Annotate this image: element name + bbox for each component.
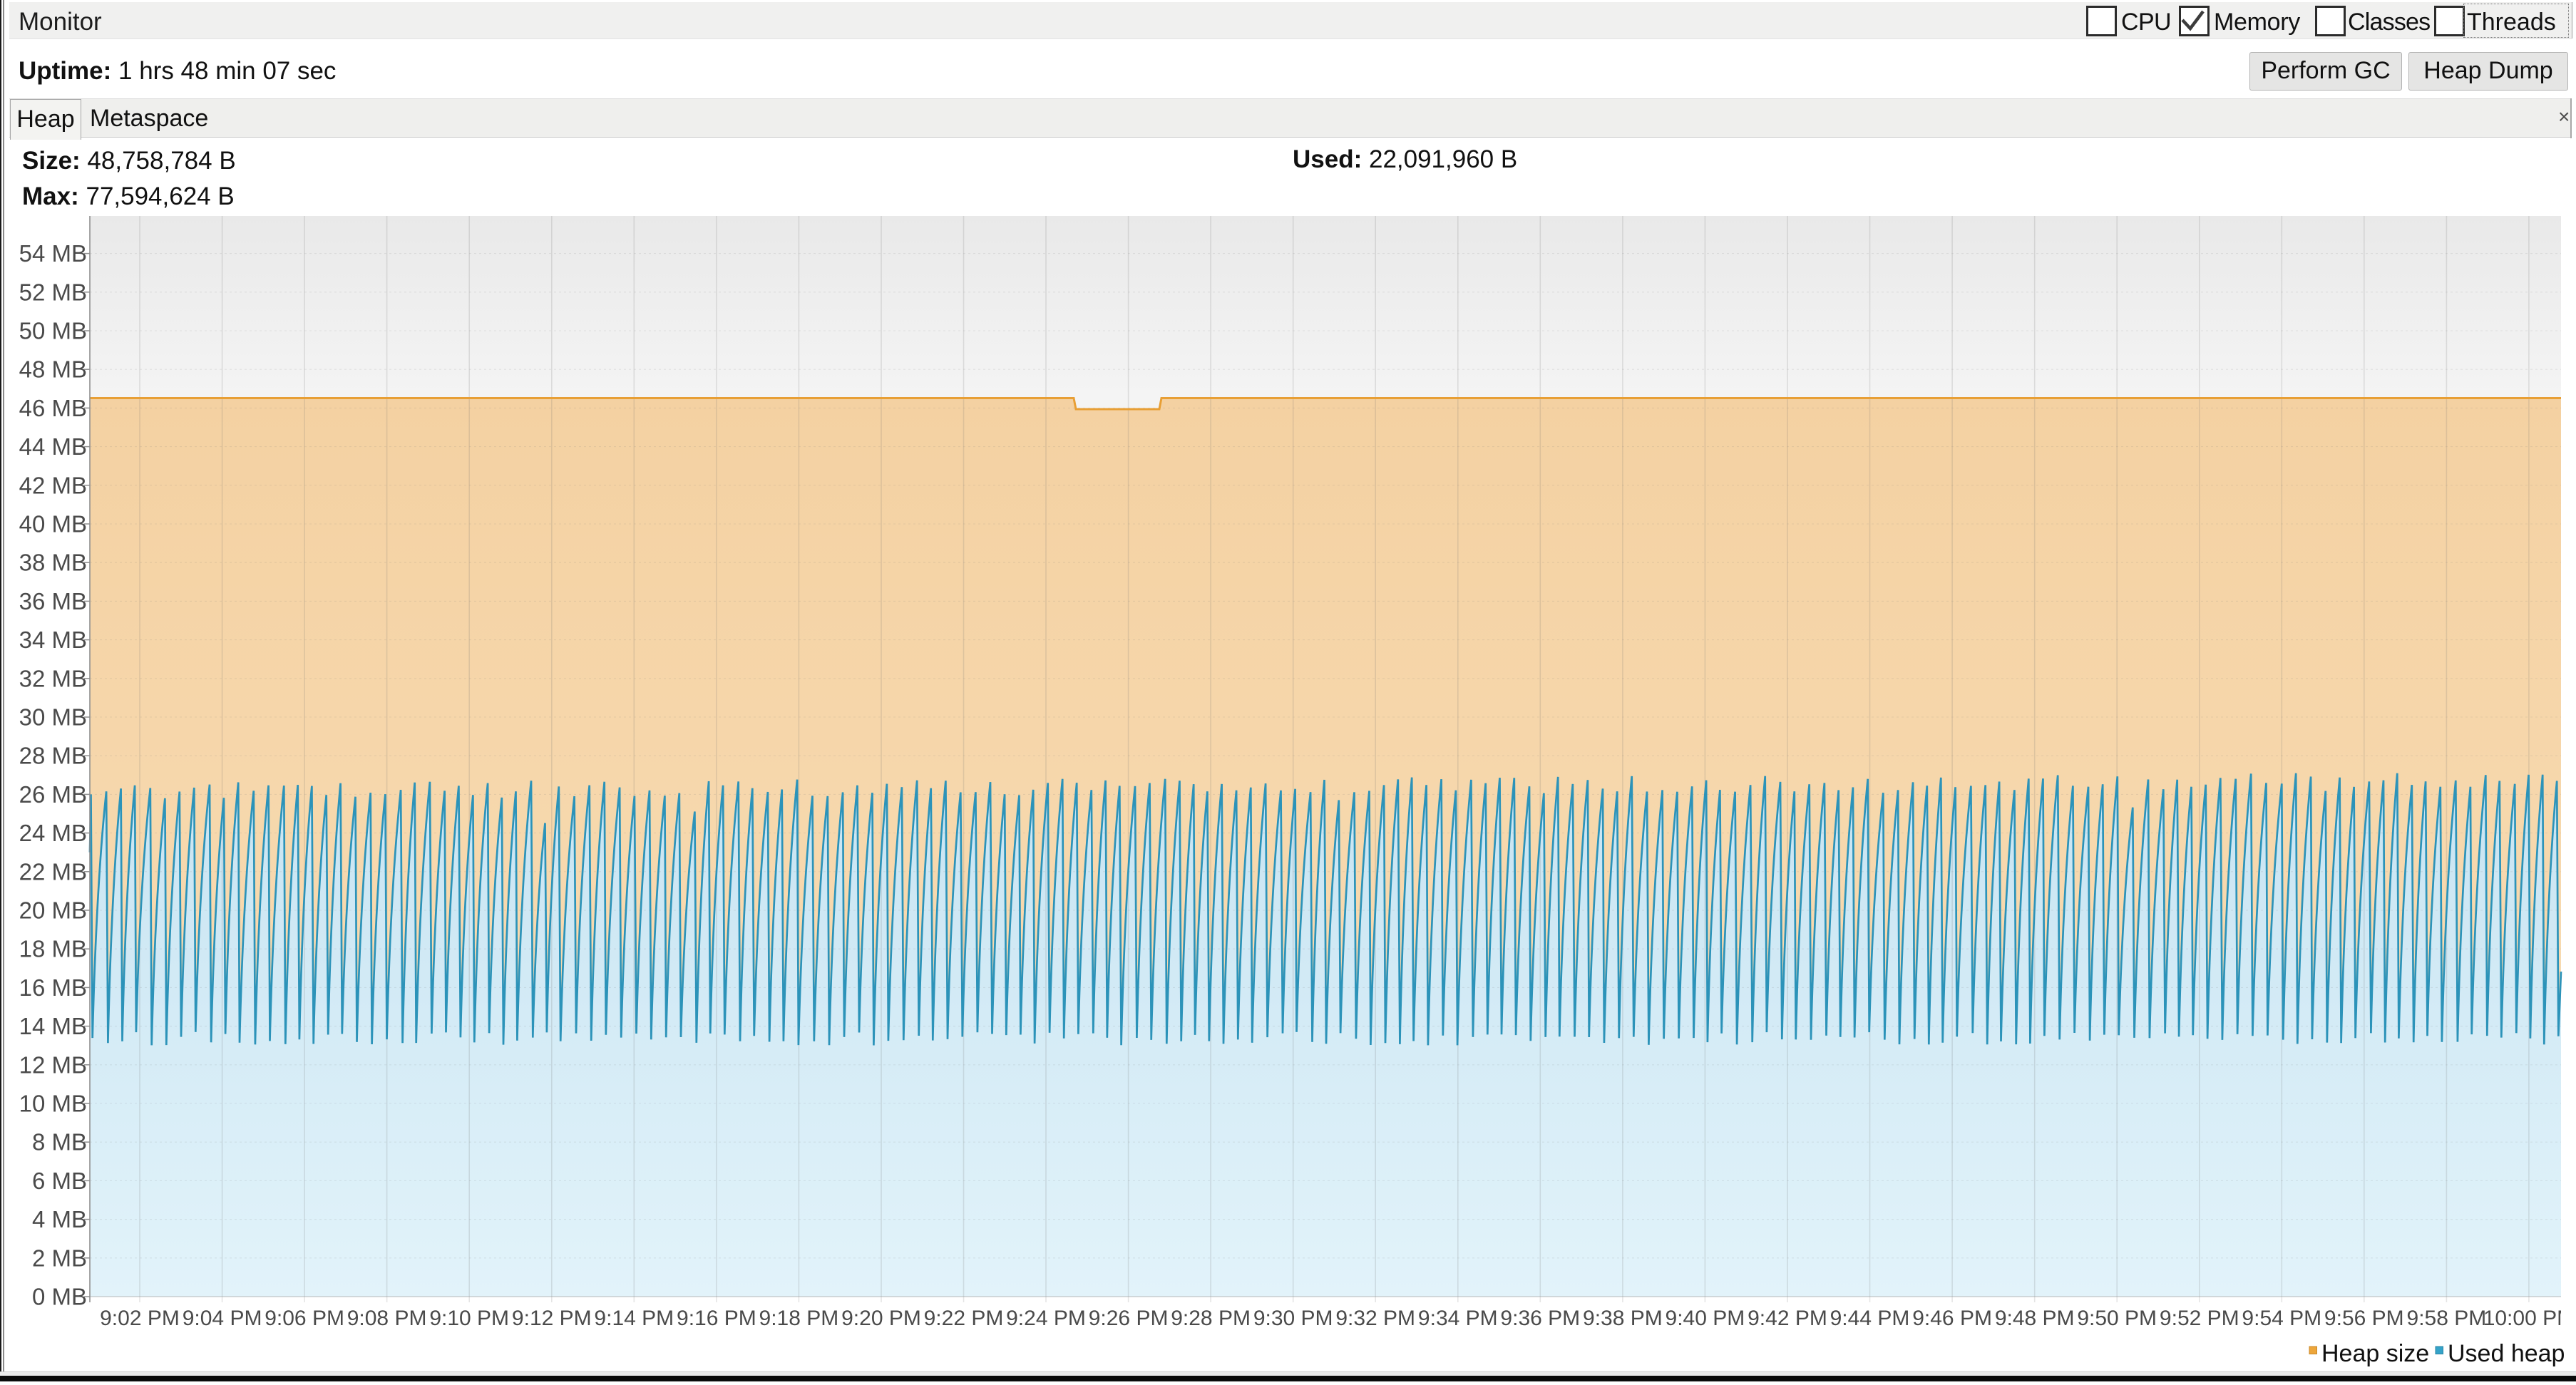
svg-text:36 MB: 36 MB	[19, 588, 87, 614]
svg-text:52 MB: 52 MB	[19, 279, 87, 305]
svg-text:42 MB: 42 MB	[19, 472, 87, 498]
svg-text:9:26 PM: 9:26 PM	[1089, 1307, 1169, 1330]
svg-text:0 MB: 0 MB	[32, 1284, 87, 1310]
svg-text:48 MB: 48 MB	[19, 356, 87, 383]
svg-text:18 MB: 18 MB	[19, 936, 87, 962]
svg-text:9:14 PM: 9:14 PM	[594, 1307, 674, 1330]
svg-text:9:20 PM: 9:20 PM	[841, 1307, 921, 1330]
svg-text:10 MB: 10 MB	[19, 1091, 87, 1117]
svg-text:9:34 PM: 9:34 PM	[1418, 1307, 1498, 1330]
svg-text:9:42 PM: 9:42 PM	[1748, 1307, 1827, 1330]
svg-text:12 MB: 12 MB	[19, 1051, 87, 1078]
svg-text:9:48 PM: 9:48 PM	[1995, 1307, 2075, 1330]
svg-text:10:00 PM: 10:00 PM	[2483, 1307, 2575, 1330]
svg-text:Heap size: Heap size	[2321, 1340, 2429, 1367]
svg-text:26 MB: 26 MB	[19, 781, 87, 808]
svg-text:9:16 PM: 9:16 PM	[677, 1307, 756, 1330]
svg-text:38 MB: 38 MB	[19, 550, 87, 576]
svg-text:20 MB: 20 MB	[19, 897, 87, 924]
svg-text:9:30 PM: 9:30 PM	[1253, 1307, 1333, 1330]
svg-text:2 MB: 2 MB	[32, 1245, 87, 1271]
svg-text:9:06 PM: 9:06 PM	[265, 1307, 344, 1330]
svg-text:9:04 PM: 9:04 PM	[183, 1307, 262, 1330]
svg-text:22 MB: 22 MB	[19, 858, 87, 885]
svg-text:9:54 PM: 9:54 PM	[2242, 1307, 2321, 1330]
svg-text:54 MB: 54 MB	[19, 240, 87, 267]
svg-text:9:10 PM: 9:10 PM	[429, 1307, 509, 1330]
svg-text:9:22 PM: 9:22 PM	[924, 1307, 1004, 1330]
svg-text:9:12 PM: 9:12 PM	[512, 1307, 592, 1330]
svg-text:32 MB: 32 MB	[19, 665, 87, 691]
svg-text:50 MB: 50 MB	[19, 318, 87, 344]
svg-text:9:28 PM: 9:28 PM	[1171, 1307, 1251, 1330]
svg-text:8 MB: 8 MB	[32, 1129, 87, 1155]
svg-text:9:38 PM: 9:38 PM	[1583, 1307, 1663, 1330]
svg-text:9:02 PM: 9:02 PM	[100, 1307, 180, 1330]
svg-text:9:58 PM: 9:58 PM	[2407, 1307, 2487, 1330]
svg-text:9:40 PM: 9:40 PM	[1666, 1307, 1745, 1330]
svg-text:9:08 PM: 9:08 PM	[347, 1307, 427, 1330]
svg-text:30 MB: 30 MB	[19, 704, 87, 731]
svg-text:44 MB: 44 MB	[19, 433, 87, 460]
svg-text:9:18 PM: 9:18 PM	[759, 1307, 839, 1330]
svg-text:9:50 PM: 9:50 PM	[2077, 1307, 2157, 1330]
svg-text:24 MB: 24 MB	[19, 820, 87, 846]
svg-text:6 MB: 6 MB	[32, 1168, 87, 1194]
svg-text:Used heap: Used heap	[2448, 1340, 2565, 1367]
svg-text:9:52 PM: 9:52 PM	[2160, 1307, 2239, 1330]
svg-text:9:36 PM: 9:36 PM	[1500, 1307, 1580, 1330]
svg-text:46 MB: 46 MB	[19, 395, 87, 421]
svg-text:9:44 PM: 9:44 PM	[1830, 1307, 1910, 1330]
svg-text:4 MB: 4 MB	[32, 1206, 87, 1232]
svg-text:34 MB: 34 MB	[19, 627, 87, 653]
svg-text:9:46 PM: 9:46 PM	[1912, 1307, 1992, 1330]
svg-text:9:24 PM: 9:24 PM	[1006, 1307, 1086, 1330]
svg-text:14 MB: 14 MB	[19, 1013, 87, 1039]
svg-text:40 MB: 40 MB	[19, 511, 87, 537]
svg-text:28 MB: 28 MB	[19, 743, 87, 769]
svg-text:16 MB: 16 MB	[19, 974, 87, 1001]
svg-text:9:32 PM: 9:32 PM	[1335, 1307, 1415, 1330]
svg-text:9:56 PM: 9:56 PM	[2324, 1307, 2404, 1330]
